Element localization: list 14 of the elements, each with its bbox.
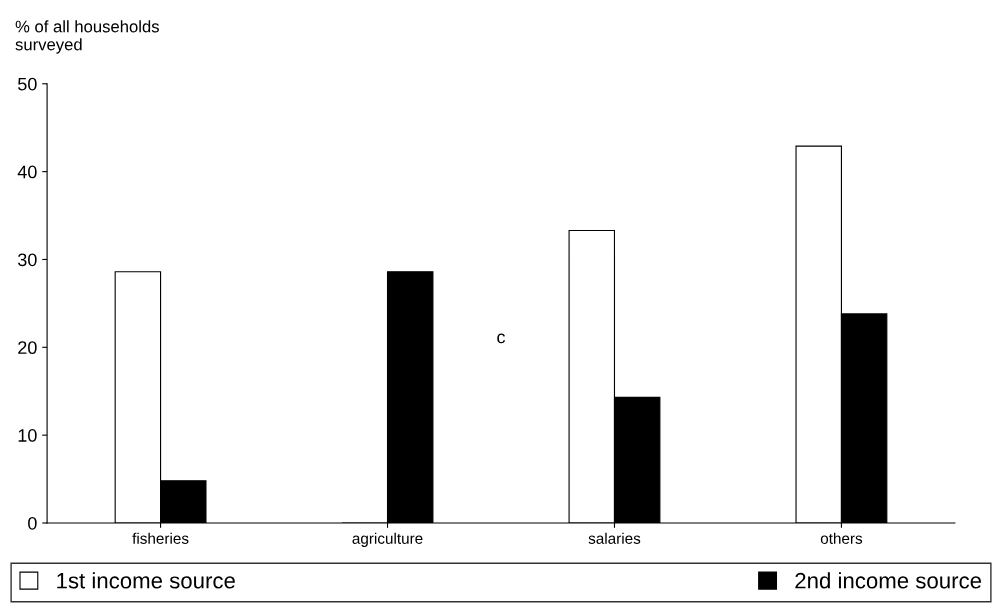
legend-label: 1st income source: [57, 572, 235, 589]
x-tick-label: salaries: [588, 532, 641, 544]
y-tick-label: 50: [18, 77, 37, 91]
y-tick-label: 0: [28, 516, 37, 530]
y-tick-label: 30: [17, 253, 37, 267]
annotation: c: [497, 333, 506, 344]
y-tick-label: 40: [17, 165, 37, 179]
x-tick-label: agriculture: [352, 532, 423, 547]
x-tick-label: others: [820, 532, 863, 544]
y-axis-title: % of all households surveyed: [15, 20, 159, 54]
y-tick-label: 20: [18, 341, 37, 355]
x-tick-label: fisheries: [132, 532, 189, 544]
y-tick-label: 10: [18, 429, 37, 442]
legend-label: 2nd income source: [795, 572, 982, 589]
